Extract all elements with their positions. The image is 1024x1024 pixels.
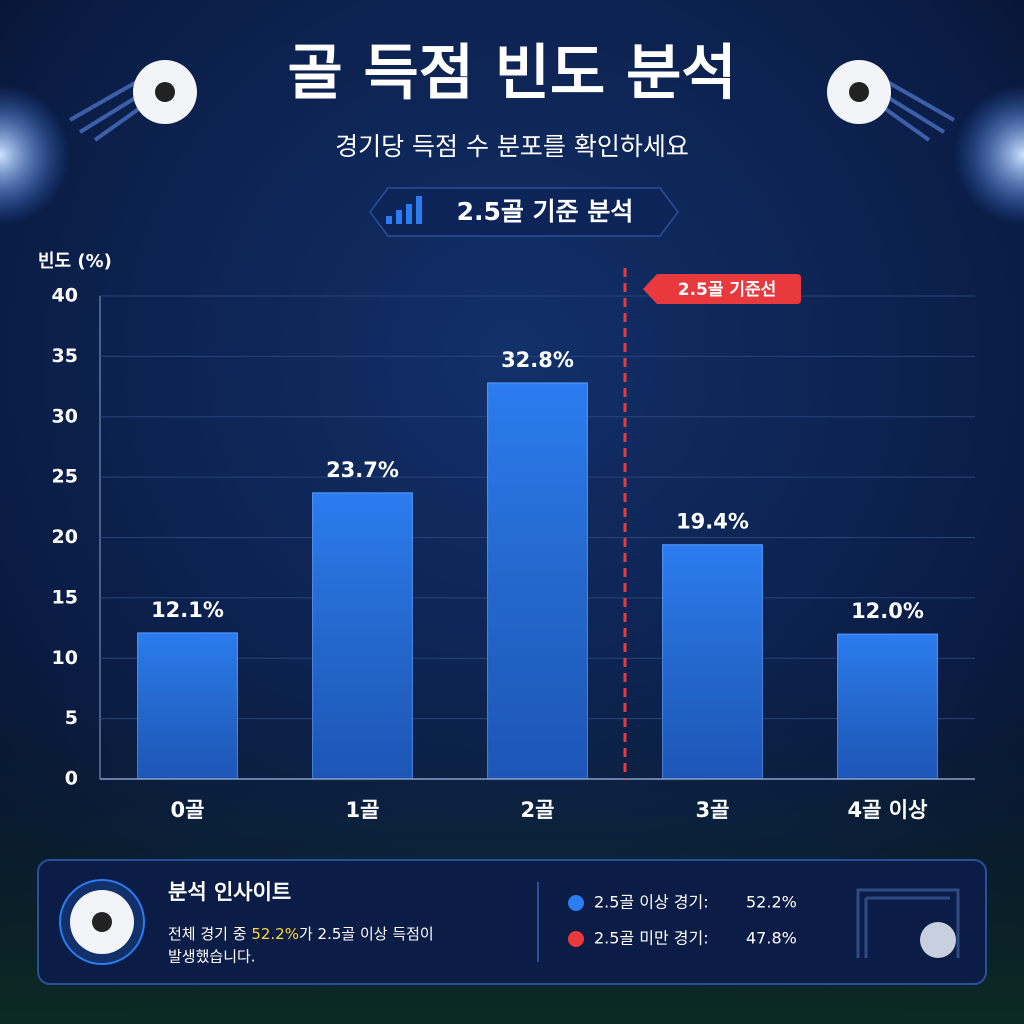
- bar-shade: [312, 492, 413, 779]
- value-label: 23.7%: [326, 458, 399, 482]
- y-tick-label: 20: [52, 526, 78, 548]
- y-tick-label: 40: [52, 285, 78, 307]
- badge-icon: [386, 196, 422, 224]
- stadium-light: [0, 85, 70, 225]
- badge-text: 2.5골 기준 분석: [457, 197, 634, 226]
- insight-title: 분석 인사이트: [168, 880, 291, 904]
- y-tick-label: 0: [65, 768, 78, 790]
- bar-shade: [837, 634, 938, 779]
- stat-dot: [568, 895, 584, 911]
- y-tick-label: 5: [65, 707, 78, 729]
- bar-shade: [662, 544, 763, 779]
- y-axis-label: 빈도 (%): [38, 251, 112, 272]
- bar-shade: [487, 382, 588, 779]
- y-tick-label: 15: [52, 586, 78, 608]
- stadium-light: [954, 85, 1024, 225]
- y-tick-label: 25: [52, 466, 78, 488]
- value-label: 12.1%: [151, 598, 224, 622]
- badge: [369, 187, 679, 237]
- value-label: 32.8%: [501, 348, 574, 372]
- insight-text: 전체 경기 중 52.2%가 2.5골 이상 득점이: [168, 925, 434, 943]
- stat-value: 52.2%: [746, 893, 797, 912]
- y-tick-label: 10: [52, 647, 78, 669]
- chart-subtitle: 경기당 득점 수 분포를 확인하세요: [335, 132, 689, 161]
- insight-text-part: 전체 경기 중: [168, 925, 251, 943]
- value-label: 19.4%: [676, 510, 749, 534]
- stat-value: 47.8%: [746, 929, 797, 948]
- ball-right: [827, 60, 955, 142]
- insight-text-part: 가 2.5골 이상 득점이: [299, 925, 434, 943]
- insight-panel: [37, 859, 987, 985]
- stat-label: 2.5골 미만 경기:: [594, 929, 709, 948]
- x-tick-label: 4골 이상: [848, 798, 928, 822]
- x-tick-label: 2골: [521, 798, 555, 822]
- threshold-label: 2.5골 기준선: [678, 280, 777, 300]
- x-tick-label: 3골: [696, 798, 730, 822]
- stat-label: 2.5골 이상 경기:: [594, 893, 709, 912]
- x-tick-label: 1골: [346, 798, 380, 822]
- stat-dot: [568, 931, 584, 947]
- ball-left: [69, 60, 197, 142]
- value-label: 12.0%: [851, 599, 924, 623]
- insight-text-line: 발생했습니다.: [168, 948, 256, 966]
- chart-title: 골 득점 빈도 분석: [287, 39, 736, 109]
- x-tick-label: 0골: [171, 798, 205, 822]
- insight-highlight: 52.2%: [251, 925, 299, 943]
- threshold-tag: [643, 274, 801, 304]
- y-tick-label: 30: [52, 405, 78, 427]
- y-tick-label: 35: [52, 345, 78, 367]
- bar-shade: [137, 632, 238, 779]
